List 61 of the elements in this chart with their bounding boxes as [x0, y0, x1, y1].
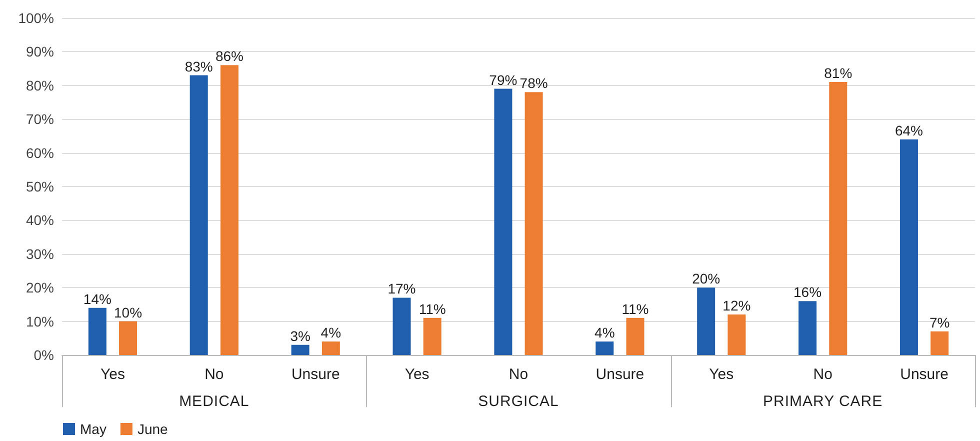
- bar: [119, 321, 138, 355]
- y-tick-label: 60%: [26, 144, 54, 161]
- y-tick-label: 20%: [26, 280, 54, 296]
- text: SURGICAL: [478, 393, 559, 410]
- data-label: 86%: [215, 48, 244, 64]
- y-tick-label: 10%: [26, 313, 54, 330]
- data-label: 17%: [388, 280, 416, 297]
- data-label: 4%: [320, 324, 342, 341]
- data-label: 11%: [622, 300, 649, 317]
- x-tick-label: No: [508, 366, 528, 383]
- bar: [728, 314, 746, 355]
- bar: [626, 318, 644, 355]
- y-tick-label: 30%: [26, 246, 54, 262]
- y-tick-label: 0%: [34, 347, 54, 363]
- data-label: 78%: [520, 75, 548, 92]
- legend-label: May: [80, 421, 106, 437]
- x-tick-label: Unsure: [291, 366, 340, 383]
- bar: [423, 318, 442, 355]
- y-tick-label: 80%: [26, 77, 54, 94]
- data-label: 10%: [114, 304, 142, 320]
- data-label: 4%: [594, 324, 615, 341]
- bar: [88, 308, 106, 355]
- data-label: 79%: [489, 72, 518, 88]
- data-label: 14%: [83, 290, 112, 307]
- bar: [494, 88, 512, 355]
- x-tick-label: No: [813, 366, 832, 383]
- y-tick-label: 70%: [26, 111, 54, 128]
- bar: [190, 75, 208, 355]
- bar: [900, 139, 918, 355]
- bar: [798, 301, 817, 355]
- text: MEDICAL: [179, 393, 250, 410]
- bar: [220, 65, 238, 355]
- x-tick-label: Yes: [709, 366, 734, 383]
- data-label: 16%: [794, 284, 822, 300]
- bar: [930, 331, 949, 355]
- y-tick-label: 50%: [26, 178, 54, 194]
- bar: [392, 298, 411, 355]
- bar: [596, 342, 614, 355]
- bar: [322, 342, 340, 355]
- legend-label: June: [137, 421, 168, 437]
- data-label: 12%: [722, 298, 751, 314]
- data-label: 83%: [184, 58, 213, 74]
- x-tick-label: Yes: [100, 366, 125, 383]
- data-label: 7%: [929, 314, 950, 330]
- x-tick-label: No: [204, 366, 224, 383]
- data-label: 20%: [692, 270, 720, 287]
- data-label: 64%: [894, 122, 923, 138]
- bar: [697, 288, 716, 355]
- x-tick-label: Unsure: [900, 366, 948, 383]
- data-label: 11%: [418, 300, 446, 317]
- bar: [829, 82, 848, 355]
- bar: [291, 344, 310, 355]
- x-tick-label: Unsure: [596, 366, 644, 383]
- y-tick-label: 40%: [26, 212, 54, 228]
- text: PRIMARY CARE: [763, 393, 883, 410]
- y-tick-label: 90%: [26, 44, 54, 60]
- y-tick-label: 100%: [18, 10, 54, 26]
- data-label: 3%: [290, 328, 310, 344]
- x-tick-label: Yes: [404, 366, 430, 383]
- data-label: 81%: [824, 65, 852, 82]
- bar: [524, 92, 543, 355]
